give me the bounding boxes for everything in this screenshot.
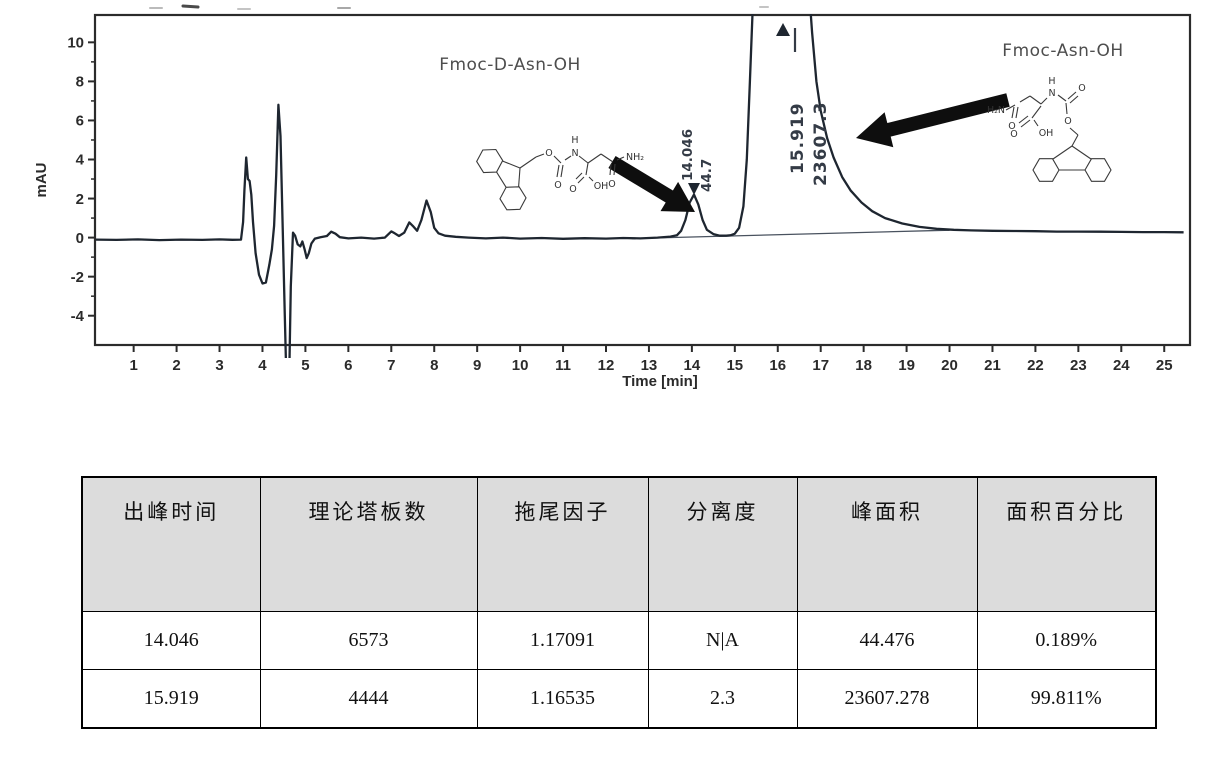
x-tick-label: 14: [684, 357, 701, 374]
x-tick-label: 20: [941, 357, 958, 374]
header-cell: 理论塔板数: [259, 476, 478, 612]
atom-label: H: [571, 135, 578, 146]
atom-label: O: [569, 184, 576, 195]
y-axis-title: mAU: [33, 162, 50, 197]
atom-label: NH₂: [626, 152, 644, 163]
x-tick-label: 22: [1027, 357, 1044, 374]
peak2-rt-label: 15.919: [788, 102, 808, 174]
signal-trace: [95, 14, 1184, 358]
fluorenyl-rings-left: [476, 148, 527, 211]
table-cell: N|A: [647, 611, 798, 670]
x-tick-label: 24: [1113, 357, 1130, 374]
x-axis-ticks: 1 2 3 4 5 6 7 8 9 10 11 12 13 14 15 16 17 18 19 20 21 22 23 24 2…: [129, 345, 1173, 374]
table-cell: 1.17091: [476, 611, 649, 670]
arrow-to-major-peak-icon: [856, 93, 1010, 148]
table-cell: 6573: [259, 611, 478, 670]
table-cell: 1.16535: [476, 669, 649, 729]
table-cell: 2.3: [647, 669, 798, 729]
table-row: 15.919 4444 1.16535 2.3 23607.278 99.811%: [81, 669, 1157, 729]
plot-frame: [93, 13, 1192, 347]
x-tick-label: 15: [726, 357, 743, 374]
x-tick-label: 11: [555, 357, 571, 374]
table-cell: 0.189%: [976, 611, 1157, 670]
fluorenyl-rings-right: [1032, 145, 1112, 182]
table-cell: 44.476: [796, 611, 978, 670]
y-tick-label: 10: [67, 35, 84, 52]
atom-label: O: [554, 180, 561, 191]
arrow-to-minor-peak-icon: [608, 156, 695, 212]
x-tick-label: 2: [172, 357, 180, 374]
x-tick-label: 25: [1156, 357, 1173, 374]
x-tick-label: 13: [641, 357, 658, 374]
structure-fmoc-asn-oh: H₂N O O OH N H O O: [987, 76, 1112, 182]
x-tick-label: 7: [387, 357, 395, 374]
header-cell: 分离度: [647, 476, 798, 612]
atom-label: N: [1048, 88, 1055, 99]
y-tick-label: 6: [76, 113, 84, 130]
x-tick-label: 9: [473, 357, 481, 374]
trace-group: [95, 14, 1184, 358]
x-tick-label: 6: [344, 357, 352, 374]
peak1-rt-label: 14.046: [680, 129, 696, 181]
compound-label-right: Fmoc-Asn-OH: [1002, 41, 1123, 61]
x-tick-label: 8: [430, 357, 438, 374]
x-tick-label: 1: [129, 357, 137, 374]
y-tick-label: 8: [76, 74, 84, 91]
atom-label: O: [1078, 83, 1085, 94]
x-tick-label: 3: [215, 357, 223, 374]
peak2-apex-marker-icon: [776, 23, 790, 36]
chromatogram: 10 8 6 4 2 0 -2 -4 1 2 3 4 5 6 7 8 9 10 11 12 13 14 15 16 17 18 1…: [33, 4, 1192, 390]
x-tick-label: 18: [855, 357, 872, 374]
header-cell: 峰面积: [796, 476, 978, 612]
y-tick-label: -4: [71, 308, 85, 325]
atom-label: H: [1048, 76, 1055, 87]
atom-label: OH: [594, 181, 609, 192]
atom-label: N: [571, 148, 578, 159]
table-cell: 14.046: [81, 611, 261, 670]
structure-fmoc-d-asn-oh: O O N H O OH O NH₂: [476, 135, 644, 211]
x-tick-label: 10: [512, 357, 529, 374]
atom-label: O: [608, 179, 615, 190]
atom-label: O: [545, 148, 552, 159]
table-cell: 99.811%: [976, 669, 1157, 729]
x-axis-title: Time [min]: [622, 373, 698, 390]
x-tick-label: 4: [258, 357, 267, 374]
table-header-row: 出峰时间 理论塔板数 拖尾因子 分离度 峰面积 面积百分比: [81, 476, 1157, 612]
atom-label: OH: [1039, 128, 1054, 139]
x-tick-label: 16: [769, 357, 786, 374]
atom-label: O: [1010, 129, 1017, 140]
x-tick-label: 19: [898, 357, 915, 374]
results-table: 出峰时间 理论塔板数 拖尾因子 分离度 峰面积 面积百分比 14.046 6573 1.170…: [81, 476, 1157, 729]
header-cell: 出峰时间: [81, 476, 261, 612]
integration-baseline: [631, 229, 950, 240]
table-cell: 4444: [259, 669, 478, 729]
atom-label: H₂N: [987, 105, 1005, 116]
x-tick-label: 12: [598, 357, 615, 374]
scan-artifacts: [149, 4, 769, 10]
y-tick-label: 0: [76, 230, 84, 247]
header-cell: 面积百分比: [976, 476, 1157, 612]
table-row: 14.046 6573 1.17091 N|A 44.476 0.189%: [81, 611, 1157, 670]
atom-label: O: [1064, 116, 1071, 127]
peak1-area-label: 44.7: [699, 159, 715, 192]
x-tick-label: 23: [1070, 357, 1087, 374]
x-tick-label: 5: [301, 357, 309, 374]
y-tick-label: 2: [76, 191, 84, 208]
y-tick-label: 4: [76, 152, 85, 169]
x-tick-label: 17: [812, 357, 829, 374]
y-tick-label: -2: [71, 269, 84, 286]
y-axis-ticks: 10 8 6 4 2 0 -2 -4: [67, 35, 95, 325]
peak1-apex-marker-icon: [688, 183, 700, 195]
compound-label-left: Fmoc-D-Asn-OH: [439, 55, 581, 75]
table-cell: 15.919: [81, 669, 261, 729]
x-tick-label: 21: [984, 357, 1001, 374]
header-cell: 拖尾因子: [476, 476, 649, 612]
peak2-area-label: 23607.3: [811, 102, 831, 186]
atom-label: O: [1008, 121, 1015, 132]
table-cell: 23607.278: [796, 669, 978, 729]
